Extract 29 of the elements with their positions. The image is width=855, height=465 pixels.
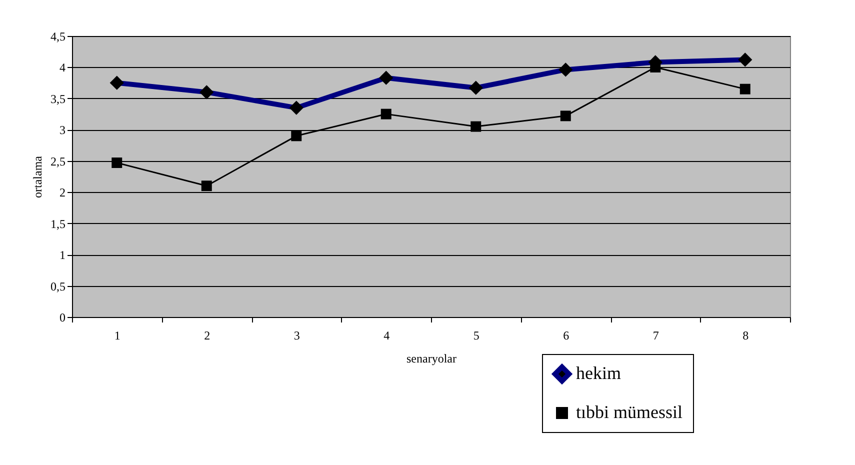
legend-label: tıbbi mümessil	[576, 402, 683, 422]
legend-label: hekim	[576, 363, 621, 383]
x-tick-label: 6	[563, 328, 570, 342]
x-tick-label: 4	[384, 328, 390, 342]
y-tick-label: 2	[60, 186, 66, 200]
y-tick-label: 0	[60, 310, 66, 324]
point	[112, 158, 122, 168]
y-axis-title: ortalama	[30, 155, 44, 198]
y-tick-label: 4	[60, 60, 66, 75]
y-tick-label: 1,5	[50, 216, 66, 231]
x-tick-label: 1	[114, 328, 120, 342]
point	[201, 180, 212, 192]
y-tick-label: 4,5	[50, 30, 66, 44]
point	[470, 121, 482, 132]
point	[740, 84, 750, 94]
y-tick-label: 3,5	[50, 92, 66, 106]
x-tick-label: 8	[742, 328, 749, 342]
x-tick-label: 7	[652, 328, 659, 342]
x-tick-label: 3	[294, 328, 300, 342]
y-tick-label: 0,5	[50, 279, 66, 294]
point	[560, 110, 571, 122]
x-axis-title: senaryolar	[406, 352, 456, 366]
y-tick-label: 3	[60, 123, 66, 138]
point	[380, 108, 392, 120]
point	[291, 130, 302, 142]
x-tick-label: 5	[473, 328, 480, 342]
y-tick-label: 1	[60, 248, 66, 262]
x-tick-label: 2	[204, 328, 210, 342]
y-tick-label: 2,5	[50, 154, 66, 168]
